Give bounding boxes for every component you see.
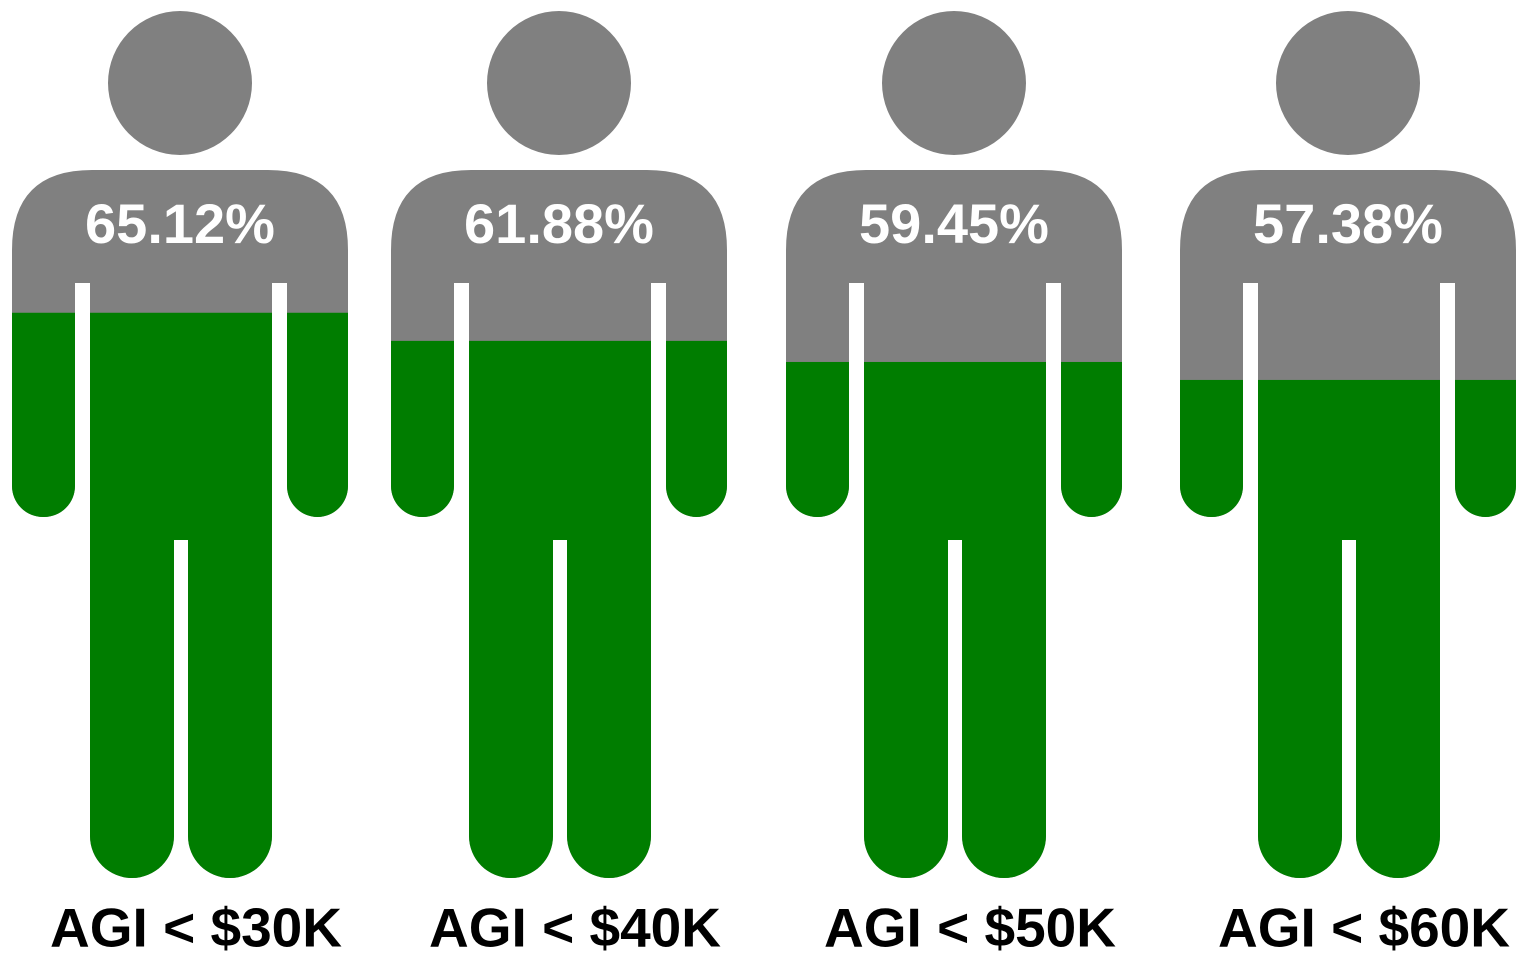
person-icon: 65.12% AGI < $30K xyxy=(12,11,348,959)
fill-level xyxy=(391,340,727,878)
fill-level xyxy=(1180,379,1516,878)
person-shape xyxy=(12,11,348,878)
person-shape xyxy=(1180,11,1516,878)
fill-level xyxy=(786,361,1122,878)
category-label: AGI < $50K xyxy=(824,897,1116,959)
value-label: 65.12% xyxy=(85,192,275,255)
value-label: 61.88% xyxy=(464,192,654,255)
person-shape xyxy=(786,11,1122,878)
category-label: AGI < $60K xyxy=(1218,897,1510,959)
fill-level xyxy=(12,312,348,878)
person-icon: 57.38% AGI < $60K xyxy=(1180,11,1516,959)
person-icon: 61.88% AGI < $40K xyxy=(391,11,727,959)
value-label: 57.38% xyxy=(1253,192,1443,255)
value-label: 59.45% xyxy=(859,192,1049,255)
person-shape xyxy=(391,11,727,878)
category-label: AGI < $30K xyxy=(50,897,342,959)
category-label: AGI < $40K xyxy=(429,897,721,959)
person-icon: 59.45% AGI < $50K xyxy=(786,11,1122,959)
